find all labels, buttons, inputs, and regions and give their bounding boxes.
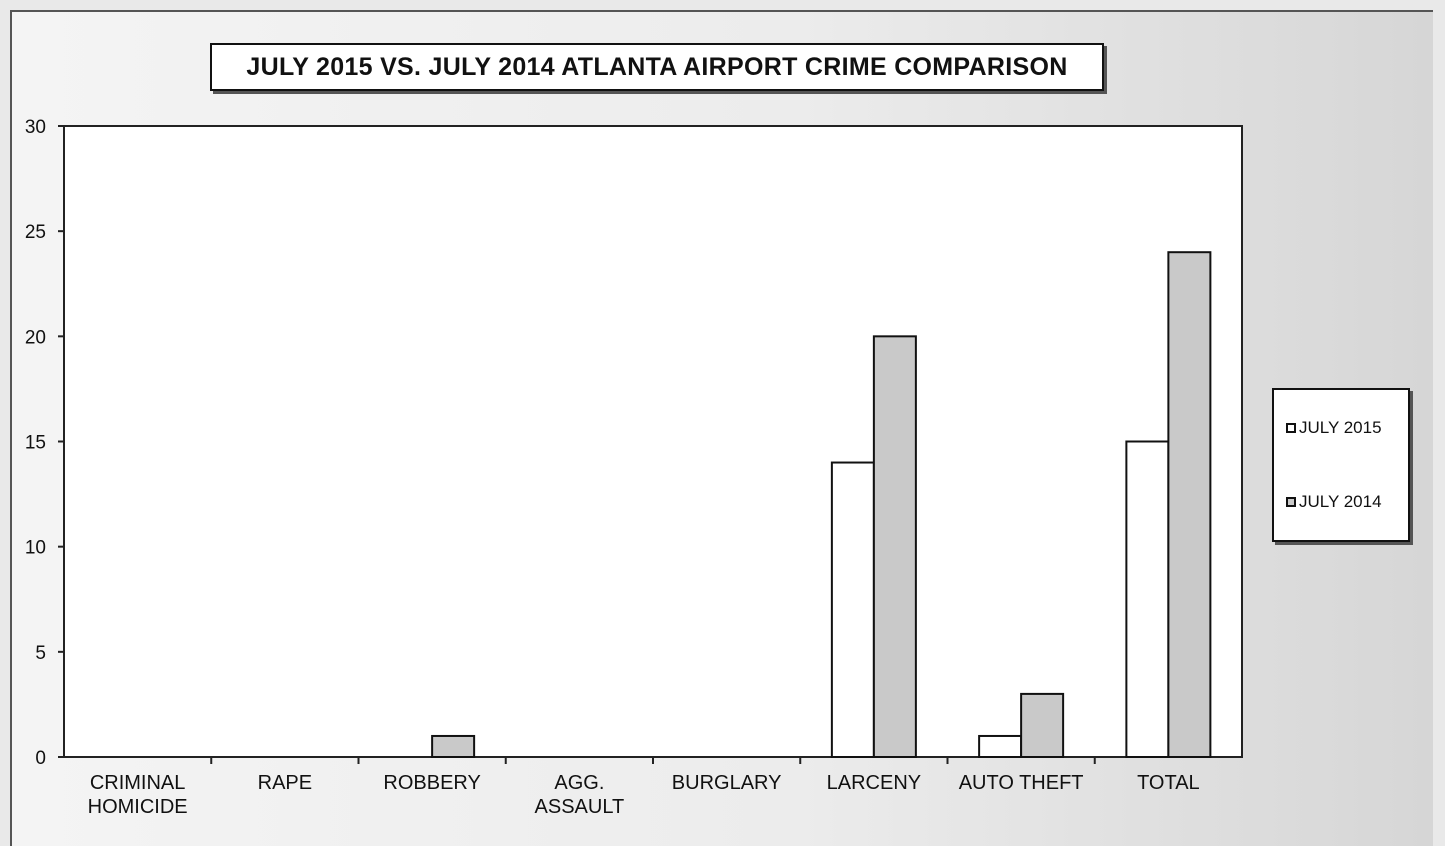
y-tick-label: 15 (25, 433, 46, 454)
chart-title: JULY 2015 VS. JULY 2014 ATLANTA AIRPORT … (210, 43, 1104, 91)
x-category-label: AGG. (554, 772, 604, 794)
x-category-label: ROBBERY (383, 772, 480, 794)
legend-item-july-2015: JULY 2015 (1286, 418, 1382, 438)
x-category-label: ASSAULT (535, 796, 625, 818)
bar-july-2015 (830, 461, 875, 758)
y-tick-label: 30 (25, 117, 46, 138)
legend-swatch-july-2015 (1286, 423, 1296, 433)
x-category-label: HOMICIDE (88, 796, 188, 818)
y-tick-label: 0 (35, 748, 46, 769)
y-tick-label: 5 (35, 643, 46, 664)
bar-july-2015 (1125, 440, 1170, 758)
x-category-label: LARCENY (827, 772, 921, 794)
bar-july-2014 (1020, 692, 1065, 759)
x-category-label: BURGLARY (672, 772, 782, 794)
x-category-label: CRIMINAL (90, 772, 186, 794)
legend-item-july-2014: JULY 2014 (1286, 492, 1382, 512)
bar-july-2014 (1167, 251, 1212, 758)
bar-july-2014 (872, 335, 917, 758)
x-category-label: AUTO THEFT (959, 772, 1084, 794)
bar-july-2015 (978, 734, 1023, 759)
x-category-label: TOTAL (1137, 772, 1200, 794)
legend: JULY 2015 JULY 2014 (1272, 388, 1410, 542)
bar-july-2014 (431, 734, 476, 759)
chart-title-text: JULY 2015 VS. JULY 2014 ATLANTA AIRPORT … (246, 52, 1068, 81)
legend-label-july-2015: JULY 2015 (1299, 418, 1382, 437)
x-category-label: RAPE (258, 772, 312, 794)
y-tick-label: 10 (25, 538, 46, 559)
bars (431, 251, 1212, 759)
y-axis: 0 5 10 15 20 25 30 (25, 117, 64, 769)
plot-area (63, 125, 1243, 758)
y-tick-label: 20 (25, 327, 46, 348)
legend-swatch-july-2014 (1286, 497, 1296, 507)
y-tick-label: 25 (25, 222, 46, 243)
legend-label-july-2014: JULY 2014 (1299, 492, 1382, 511)
